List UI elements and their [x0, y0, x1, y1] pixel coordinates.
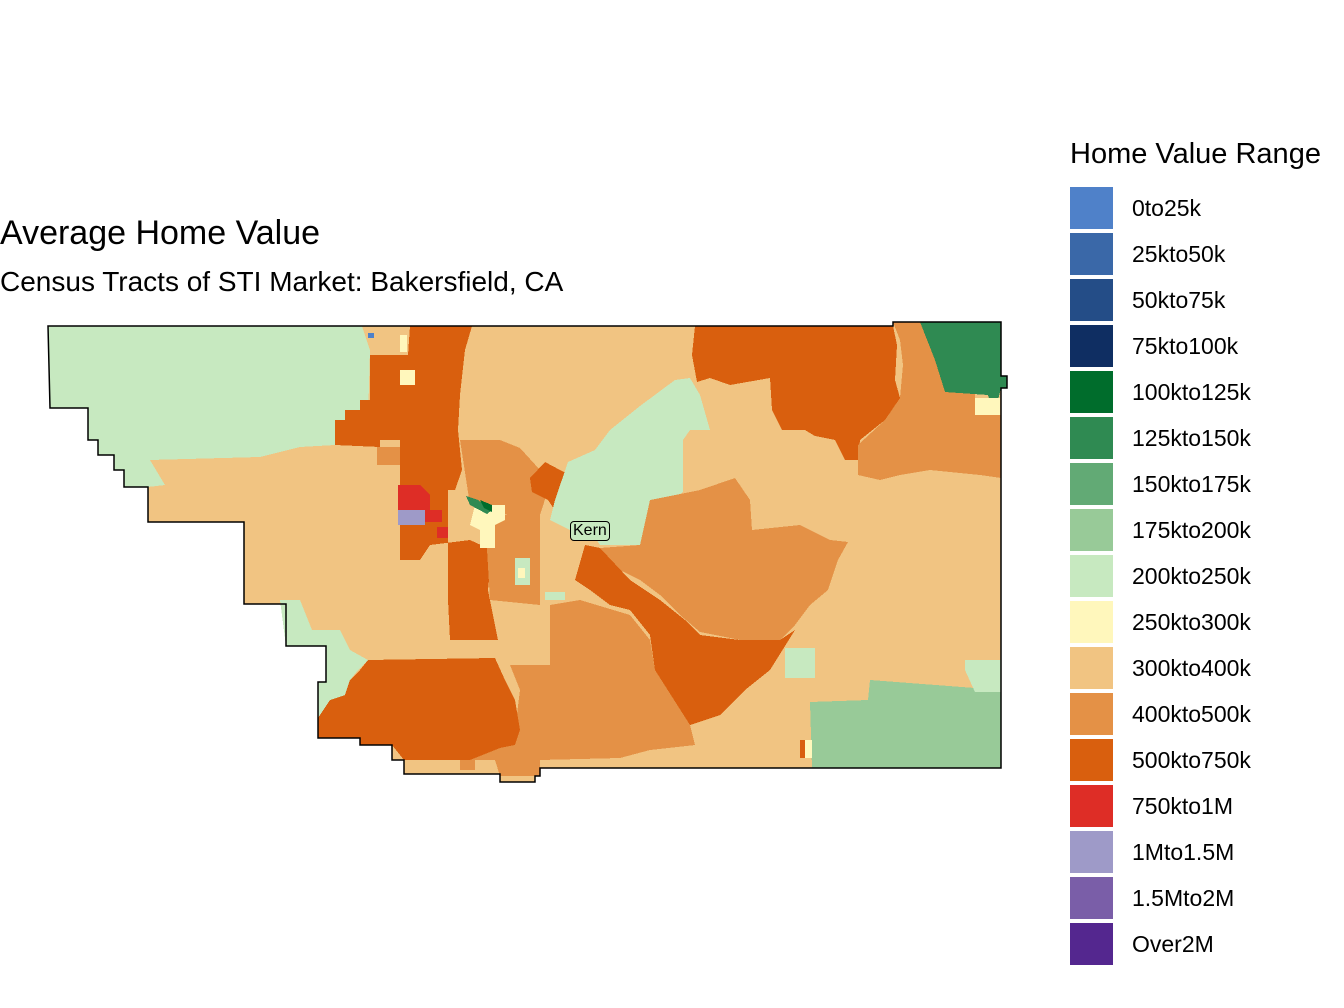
- tract-east-bakersfield: [460, 440, 548, 520]
- legend-swatch: [1070, 279, 1113, 321]
- legend-label: 1Mto1.5M: [1132, 838, 1235, 865]
- legend-label: 1.5Mto2M: [1132, 884, 1235, 911]
- tract-1m-1.5m: [398, 510, 425, 525]
- legend-item: 125kto150k: [1070, 415, 1321, 461]
- legend-label: 500kto750k: [1132, 746, 1251, 773]
- tract-southwest: [318, 658, 520, 760]
- legend-label: 150kto175k: [1132, 470, 1251, 497]
- legend-label: 0to25k: [1132, 194, 1202, 221]
- legend-label: 750kto1M: [1132, 792, 1234, 819]
- legend-item: 300kto400k: [1070, 645, 1321, 691]
- census-tracts: [48, 322, 1007, 782]
- legend-swatch: [1070, 601, 1113, 643]
- legend-label: 125kto150k: [1132, 424, 1251, 451]
- tract-west-corridor: [335, 326, 498, 640]
- legend-swatch: [1070, 647, 1113, 689]
- legend-label: 75kto100k: [1132, 332, 1239, 359]
- legend-swatch: [1070, 233, 1113, 275]
- legend-label: Over2M: [1132, 930, 1214, 957]
- legend-item: 200kto250k: [1070, 553, 1321, 599]
- legend-items: 0to25k 25kto50k 50kto75k 75kto100k 100kto125…: [1070, 185, 1321, 967]
- legend-item: 500kto750k: [1070, 737, 1321, 783]
- tract-north-east: [692, 326, 900, 460]
- legend-swatch: [1070, 417, 1113, 459]
- legend-item: 50kto75k: [1070, 277, 1321, 323]
- legend-item: Over2M: [1070, 921, 1321, 967]
- legend-label: 300kto400k: [1132, 654, 1251, 681]
- tract-west-green: [280, 600, 368, 718]
- map-subtitle: Census Tracts of STI Market: Bakersfield…: [0, 266, 564, 297]
- tract-south-central: [575, 545, 795, 725]
- legend-item: 150kto175k: [1070, 461, 1321, 507]
- legend-item: 25kto50k: [1070, 231, 1321, 277]
- legend-swatch: [1070, 831, 1113, 873]
- legend-label: 250kto300k: [1132, 608, 1251, 635]
- legend-swatch: [1070, 187, 1113, 229]
- tract-central-east: [550, 378, 710, 545]
- legend-item: 100kto125k: [1070, 369, 1321, 415]
- legend-label: 400kto500k: [1132, 700, 1251, 727]
- tract-northwest: [48, 326, 370, 487]
- county-outline: [47, 321, 1008, 783]
- map-title: Average Home Value: [0, 214, 321, 252]
- legend-label: 200kto250k: [1132, 562, 1251, 589]
- legend-label: 25kto50k: [1132, 240, 1226, 267]
- legend-swatch: [1070, 785, 1113, 827]
- legend-title: Home Value Range: [1070, 138, 1321, 170]
- legend-swatch: [1070, 463, 1113, 505]
- legend-item: 1.5Mto2M: [1070, 875, 1321, 921]
- tract-far-northeast-orange: [858, 322, 1001, 480]
- legend: Home Value Range 0to25k 25kto50k 50kto75k 7…: [1070, 136, 1321, 967]
- tract-east-central: [600, 478, 848, 640]
- legend-swatch: [1070, 371, 1113, 413]
- legend-swatch: [1070, 325, 1113, 367]
- legend-swatch: [1070, 509, 1113, 551]
- legend-swatch: [1070, 693, 1113, 735]
- legend-item: 750kto1M: [1070, 783, 1321, 829]
- legend-swatch: [1070, 923, 1113, 965]
- legend-swatch: [1070, 739, 1113, 781]
- legend-label: 175kto200k: [1132, 516, 1251, 543]
- legend-item: 0to25k: [1070, 185, 1321, 231]
- tract-northeast-green: [920, 322, 1007, 402]
- legend-item: 75kto100k: [1070, 323, 1321, 369]
- county-label-kern: Kern: [570, 521, 610, 541]
- legend-item: 400kto500k: [1070, 691, 1321, 737]
- tract-750k-1m: [398, 485, 430, 510]
- legend-swatch: [1070, 555, 1113, 597]
- legend-item: 1Mto1.5M: [1070, 829, 1321, 875]
- legend-item: 175kto200k: [1070, 507, 1321, 553]
- legend-item: 250kto300k: [1070, 599, 1321, 645]
- tract-southeast: [810, 680, 1001, 768]
- legend-label: 100kto125k: [1132, 378, 1251, 405]
- legend-swatch: [1070, 877, 1113, 919]
- legend-label: 50kto75k: [1132, 286, 1226, 313]
